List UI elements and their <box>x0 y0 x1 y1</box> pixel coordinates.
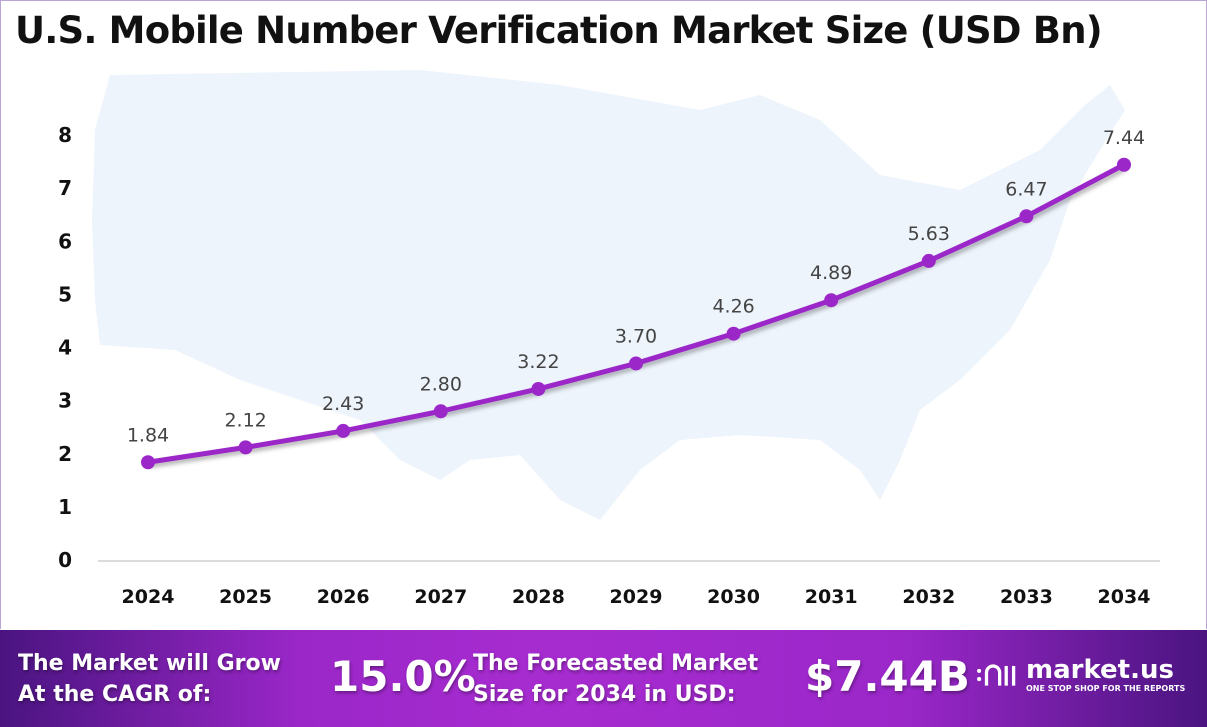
x-tick-label: 2034 <box>1098 586 1151 608</box>
data-point <box>141 455 155 470</box>
data-point <box>824 293 839 308</box>
data-point <box>531 381 546 396</box>
forecast-label-line1: The Forecasted Market <box>473 651 759 676</box>
y-tick-label: 6 <box>58 229 72 253</box>
cagr-label-line1: The Market will Grow <box>18 651 281 676</box>
x-tick-label: 2027 <box>414 586 467 608</box>
data-point <box>433 404 448 419</box>
data-label: 5.63 <box>908 223 950 245</box>
y-tick-label: 4 <box>58 336 72 360</box>
logo-name: market.us <box>1026 655 1174 685</box>
x-tick-label: 2029 <box>610 586 663 608</box>
data-label: 6.47 <box>1005 178 1047 200</box>
data-point <box>726 326 741 341</box>
y-tick-label: 0 <box>58 548 72 572</box>
y-tick-label: 7 <box>58 176 72 200</box>
data-label: 1.84 <box>127 424 169 446</box>
data-label: 4.89 <box>810 262 852 284</box>
forecast-label: The Forecasted Market Size for 2034 in U… <box>473 648 758 710</box>
x-tick-label: 2026 <box>317 586 370 608</box>
data-label: 7.44 <box>1103 127 1145 149</box>
x-tick-label: 2025 <box>219 586 272 608</box>
y-tick-label: 5 <box>58 282 72 306</box>
x-tick-label: 2030 <box>707 586 760 608</box>
cagr-label-line2: At the CAGR of: <box>18 682 212 707</box>
data-label: 2.43 <box>322 393 364 415</box>
forecast-label-line2: Size for 2034 in USD: <box>473 682 736 707</box>
data-point <box>1019 209 1034 224</box>
data-point <box>1117 157 1131 172</box>
y-tick-label: 8 <box>58 123 72 147</box>
us-map-background <box>92 70 1125 520</box>
x-tick-label: 2024 <box>122 586 175 608</box>
y-tick-label: 2 <box>58 442 72 466</box>
x-tick-label: 2028 <box>512 586 565 608</box>
data-label: 4.26 <box>712 296 754 318</box>
x-tick-label: 2032 <box>902 586 955 608</box>
y-tick-label: 1 <box>58 495 72 519</box>
line-chart: 0 1 2 3 4 5 6 7 8 2024 2025 2026 2027 2028 2029 2030 20… <box>58 70 1160 608</box>
data-point <box>238 440 253 455</box>
data-label: 3.70 <box>615 325 657 347</box>
logo-icon <box>977 664 1016 686</box>
y-tick-label: 3 <box>58 389 72 413</box>
data-label: 2.12 <box>224 409 266 431</box>
summary-banner: The Market will Grow At the CAGR of: 15.… <box>0 630 1207 727</box>
x-tick-label: 2033 <box>1000 586 1053 608</box>
cagr-value: 15.0% <box>330 652 476 701</box>
data-point <box>336 423 351 438</box>
forecast-value: $7.44B <box>805 652 970 701</box>
x-tick-label: 2031 <box>805 586 858 608</box>
data-point <box>921 253 936 268</box>
market-us-logo: market.us ONE STOP SHOP FOR THE REPORTS <box>975 656 1185 694</box>
chart-title: U.S. Mobile Number Verification Market S… <box>15 9 1103 52</box>
data-label: 3.22 <box>517 351 559 373</box>
logo-tagline: ONE STOP SHOP FOR THE REPORTS <box>1026 684 1186 693</box>
data-label: 2.80 <box>420 373 462 395</box>
data-point <box>629 356 643 371</box>
cagr-label: The Market will Grow At the CAGR of: <box>18 648 281 710</box>
